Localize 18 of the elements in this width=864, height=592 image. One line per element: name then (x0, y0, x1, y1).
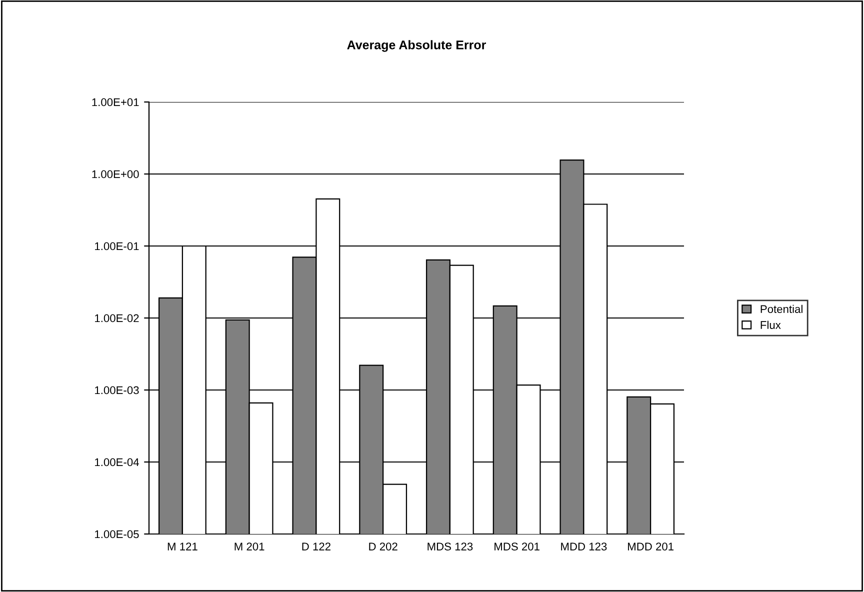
x-tick-label: MDS 201 (494, 542, 540, 550)
legend-label: Flux (760, 320, 781, 329)
y-tick-label: 1.00E-05 (95, 530, 139, 538)
x-tick-label: MDD 201 (628, 542, 674, 550)
x-tick-label: MDS 123 (428, 542, 473, 550)
y-tick-label: 1.00E-02 (95, 314, 139, 322)
x-tick-label: D 202 (369, 542, 398, 550)
y-tick-label: 1.00E-01 (95, 242, 139, 250)
x-tick-label: MDD 123 (561, 542, 607, 550)
y-tick-label: 1.00E-04 (95, 458, 139, 466)
x-tick-label: M 201 (234, 542, 264, 550)
chart-title: Average Absolute Error (347, 40, 486, 52)
y-tick-label: 1.00E+01 (92, 98, 139, 106)
x-tick-label: M 121 (168, 542, 198, 550)
x-tick-label: D 122 (302, 542, 330, 550)
y-tick-label: 1.00E+00 (92, 170, 139, 178)
y-tick-label: 1.00E-03 (95, 386, 139, 394)
legend-label: Potential (760, 304, 802, 314)
